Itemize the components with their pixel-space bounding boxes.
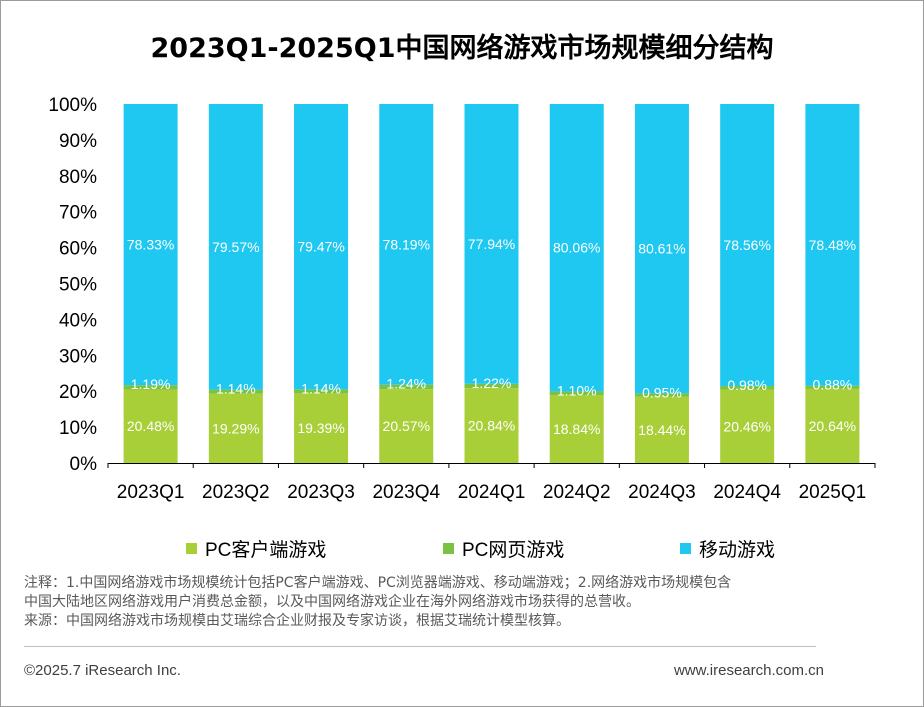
legend-swatch-mobile: [680, 543, 691, 554]
data-label-mobile: 79.47%: [297, 239, 344, 255]
data-label-mobile: 80.61%: [638, 241, 685, 257]
stacked-bar-chart: 0% 10% 20% 30% 40% 50% 60% 70% 80% 90% 100% 20.48% 1…: [48, 95, 876, 503]
legend-swatch-pc-web: [443, 543, 454, 554]
bar-pc_web: [805, 385, 860, 389]
legend-label-pc-web: PC网页游戏: [462, 540, 565, 561]
bar-mobile: [805, 104, 860, 386]
x-tick-label: 2023Q1: [117, 482, 185, 503]
x-tick-label: 2024Q3: [628, 482, 696, 503]
bar-pc_client: [123, 389, 178, 463]
bar-pc_client: [294, 393, 349, 463]
data-label-pc-client: 20.84%: [468, 418, 515, 434]
legend-label-pc-client: PC客户端游戏: [205, 540, 327, 561]
bar-mobile: [294, 104, 349, 390]
bar-pc_client: [634, 396, 689, 463]
bar-pc_client: [549, 395, 604, 463]
y-tick-label: 100%: [48, 95, 97, 116]
copyright: ©2025.7 iResearch Inc.: [24, 662, 181, 679]
bar-pc_client: [464, 388, 519, 463]
legend-item-pc-client: PC客户端游戏: [186, 535, 326, 562]
bar-pc_client: [720, 389, 775, 463]
bar-pc_web: [720, 386, 775, 390]
x-tick-label: 2023Q4: [372, 482, 440, 503]
legend-item-pc-web: PC网页游戏: [443, 535, 564, 562]
bar-mobile: [464, 104, 519, 384]
bar-pc_web: [549, 391, 604, 396]
data-label-pc-client: 20.46%: [723, 418, 770, 434]
bar-mobile: [720, 104, 775, 387]
y-tick-label: 0%: [70, 454, 98, 475]
legend-item-mobile: 移动游戏: [680, 535, 775, 562]
data-label-pc-web: 0.98%: [727, 377, 767, 393]
y-tick-label: 30%: [59, 346, 97, 367]
x-tick-label: 2023Q3: [287, 482, 355, 503]
x-tick-label: 2023Q2: [202, 482, 270, 503]
bar-pc_client: [379, 389, 434, 463]
bar-pc_web: [464, 383, 519, 389]
legend-label-mobile: 移动游戏: [699, 540, 776, 561]
y-tick-label: 20%: [59, 382, 97, 403]
legend: PC客户端游戏 PC网页游戏 移动游戏: [0, 535, 924, 562]
bar-pc_web: [634, 393, 689, 397]
bar-mobile: [549, 104, 604, 392]
data-label-pc-web: 0.88%: [813, 377, 853, 393]
footer-divider: [24, 646, 816, 647]
bar-mobile: [208, 104, 263, 390]
data-label-pc-client: 19.39%: [297, 420, 344, 436]
data-label-pc-web: 0.95%: [642, 384, 682, 400]
x-tick-label: 2024Q2: [543, 482, 611, 503]
data-label-pc-web: 1.14%: [216, 381, 256, 397]
chart-title: 2023Q1-2025Q1中国网络游戏市场规模细分结构: [150, 33, 774, 64]
data-label-pc-web: 1.24%: [386, 376, 426, 392]
bar-mobile: [123, 104, 178, 386]
data-label-mobile: 79.57%: [212, 239, 259, 255]
data-label-mobile: 78.48%: [809, 237, 856, 253]
data-label-pc-client: 19.29%: [212, 420, 259, 436]
data-label-pc-client: 18.44%: [638, 422, 685, 438]
bar-mobile: [379, 104, 434, 385]
y-tick-label: 50%: [59, 275, 97, 296]
footnote-line-2: 中国大陆地区网络游戏用户消费总金额，以及中国网络游戏企业在海外网络游戏市场获得的…: [24, 594, 640, 610]
footnote: 注释：1.中国网络游戏市场规模统计包括PC客户端游戏、PC浏览器端游戏、移动端游…: [24, 574, 904, 631]
y-tick-label: 80%: [59, 167, 97, 188]
y-tick-label: 90%: [59, 131, 97, 152]
footnote-line-1: 注释：1.中国网络游戏市场规模统计包括PC客户端游戏、PC浏览器端游戏、移动端游…: [24, 575, 732, 591]
bar-pc_web: [379, 384, 434, 390]
bar-pc_client: [805, 388, 860, 463]
bar-pc_web: [208, 389, 263, 394]
data-label-mobile: 78.33%: [127, 237, 174, 253]
x-tick-label: 2024Q1: [458, 482, 526, 503]
y-tick-label: 10%: [59, 418, 97, 439]
x-tick-label: 2024Q4: [713, 482, 781, 503]
footnote-source: 来源：中国网络游戏市场规模由艾瑞综合企业财报及专家访谈，根据艾瑞统计模型核算。: [24, 613, 570, 629]
data-label-pc-web: 1.19%: [131, 376, 171, 392]
data-label-pc-client: 20.48%: [127, 418, 174, 434]
bar-mobile: [634, 104, 689, 394]
data-label-mobile: 78.56%: [723, 237, 770, 253]
data-label-mobile: 77.94%: [468, 236, 515, 252]
y-tick-label: 40%: [59, 310, 97, 331]
data-label-pc-web: 1.14%: [301, 380, 341, 396]
bar-pc_client: [208, 393, 263, 463]
y-tick-label: 60%: [59, 239, 97, 260]
data-label-pc-web: 1.10%: [557, 382, 597, 398]
data-label-mobile: 80.06%: [553, 240, 600, 256]
bar-pc_web: [294, 389, 349, 394]
data-label-pc-client: 20.57%: [383, 418, 430, 434]
data-label-mobile: 78.19%: [383, 236, 430, 252]
website: www.iresearch.com.cn: [673, 662, 824, 679]
data-label-pc-web: 1.22%: [472, 375, 512, 391]
y-tick-label: 70%: [59, 203, 97, 224]
data-label-pc-client: 20.64%: [809, 418, 856, 434]
data-label-pc-client: 18.84%: [553, 421, 600, 437]
legend-swatch-pc-client: [186, 543, 197, 554]
x-tick-label: 2025Q1: [799, 482, 867, 503]
bar-pc_web: [123, 385, 178, 390]
